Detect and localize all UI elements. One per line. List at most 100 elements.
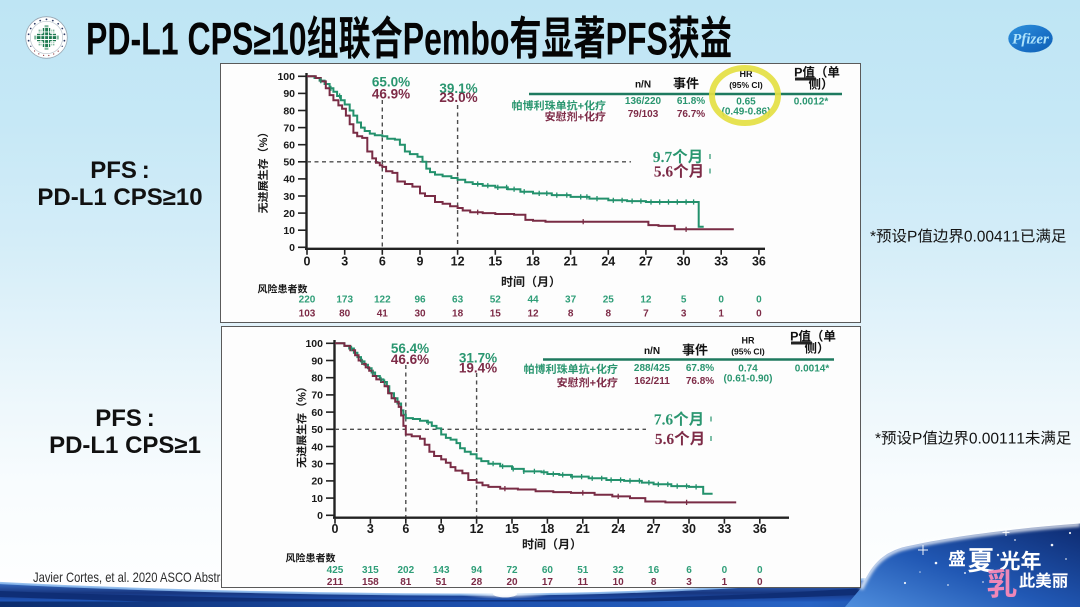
svg-text:61.8%: 61.8% xyxy=(677,96,705,107)
svg-text:50: 50 xyxy=(283,157,295,169)
svg-text:n/N: n/N xyxy=(635,80,651,91)
svg-text:30: 30 xyxy=(682,522,696,536)
svg-text:0: 0 xyxy=(317,510,323,522)
svg-text:100: 100 xyxy=(305,338,323,350)
svg-text:136/220: 136/220 xyxy=(625,96,662,107)
svg-text:37: 37 xyxy=(565,295,577,306)
svg-text:122: 122 xyxy=(374,295,391,306)
svg-text:6: 6 xyxy=(686,565,692,576)
svg-text:60: 60 xyxy=(283,140,295,152)
svg-text:67.8%: 67.8% xyxy=(686,363,714,374)
svg-text:20: 20 xyxy=(311,476,323,488)
svg-text:9: 9 xyxy=(417,255,424,269)
svg-text:56.4%: 56.4% xyxy=(391,341,429,356)
svg-text:0: 0 xyxy=(289,242,295,254)
svg-text:0: 0 xyxy=(757,577,763,588)
svg-text:315: 315 xyxy=(362,565,379,576)
svg-text:143: 143 xyxy=(433,565,450,576)
svg-text:12: 12 xyxy=(451,255,465,269)
svg-text:50: 50 xyxy=(311,424,323,436)
svg-text:12: 12 xyxy=(640,295,652,306)
svg-text:(95% CI): (95% CI) xyxy=(731,347,765,357)
svg-text:46.9%: 46.9% xyxy=(372,87,410,102)
svg-text:5: 5 xyxy=(681,295,687,306)
svg-text:31.7%: 31.7% xyxy=(459,351,497,366)
svg-text:46.6%: 46.6% xyxy=(391,352,429,367)
svg-text:24: 24 xyxy=(611,522,625,536)
svg-text:33: 33 xyxy=(717,522,731,536)
svg-text:20: 20 xyxy=(506,577,518,588)
svg-text:60: 60 xyxy=(542,565,554,576)
svg-text:60: 60 xyxy=(311,407,323,419)
svg-text:80: 80 xyxy=(339,309,351,320)
svg-text:19.4%: 19.4% xyxy=(459,361,497,376)
svg-text:3: 3 xyxy=(681,309,687,320)
svg-text:1: 1 xyxy=(718,309,724,320)
svg-text:(95% CI): (95% CI) xyxy=(729,80,763,90)
svg-text:288/425: 288/425 xyxy=(634,363,671,374)
svg-text:27: 27 xyxy=(647,522,661,536)
svg-text:3: 3 xyxy=(686,577,692,588)
svg-text:36: 36 xyxy=(753,522,767,536)
svg-text:0: 0 xyxy=(756,309,762,320)
svg-text:8: 8 xyxy=(606,309,612,320)
svg-text:40: 40 xyxy=(311,441,323,453)
svg-text:0: 0 xyxy=(757,565,763,576)
svg-text:10: 10 xyxy=(311,493,323,505)
svg-text:6: 6 xyxy=(379,255,386,269)
svg-text:21: 21 xyxy=(576,522,590,536)
svg-text:30: 30 xyxy=(311,459,323,471)
svg-text:100: 100 xyxy=(277,71,295,83)
svg-text:0.0012*: 0.0012* xyxy=(794,97,829,108)
svg-text:12: 12 xyxy=(470,522,484,536)
svg-text:10: 10 xyxy=(613,577,625,588)
svg-text:24: 24 xyxy=(601,255,615,269)
svg-text:76.7%: 76.7% xyxy=(677,109,705,120)
svg-text:0: 0 xyxy=(722,565,728,576)
svg-text:(0.49-0.86): (0.49-0.86) xyxy=(722,107,771,118)
svg-text:103: 103 xyxy=(299,309,316,320)
svg-text:16: 16 xyxy=(648,565,660,576)
svg-text:HR: HR xyxy=(740,69,753,79)
svg-text:30: 30 xyxy=(283,191,295,203)
svg-text:18: 18 xyxy=(526,255,540,269)
svg-text:51: 51 xyxy=(577,565,589,576)
svg-text:3: 3 xyxy=(367,522,374,536)
svg-text:39.1%: 39.1% xyxy=(439,81,477,96)
svg-text:HR: HR xyxy=(742,336,755,346)
svg-text:12: 12 xyxy=(527,309,539,320)
svg-text:1: 1 xyxy=(722,577,728,588)
svg-text:11: 11 xyxy=(578,577,589,588)
svg-text:0: 0 xyxy=(332,522,339,536)
svg-text:27: 27 xyxy=(639,255,653,269)
svg-text:3: 3 xyxy=(341,255,348,269)
svg-text:79/103: 79/103 xyxy=(628,109,659,120)
svg-text:0.65: 0.65 xyxy=(736,97,756,108)
svg-text:41: 41 xyxy=(377,309,389,320)
svg-text:Pfizer: Pfizer xyxy=(1012,32,1049,48)
svg-text:202: 202 xyxy=(397,565,414,576)
svg-text:81: 81 xyxy=(400,577,412,588)
svg-text:94: 94 xyxy=(471,565,483,576)
svg-text:76.8%: 76.8% xyxy=(686,376,714,387)
svg-text:n/N: n/N xyxy=(644,346,660,357)
svg-text:72: 72 xyxy=(506,565,518,576)
svg-text:40: 40 xyxy=(283,174,295,186)
svg-text:158: 158 xyxy=(362,577,379,588)
svg-text:96: 96 xyxy=(414,295,426,306)
svg-text:20: 20 xyxy=(283,208,295,220)
svg-text:17: 17 xyxy=(542,577,554,588)
svg-text:70: 70 xyxy=(311,390,323,402)
svg-text:0: 0 xyxy=(756,295,762,306)
svg-text:32: 32 xyxy=(613,565,625,576)
svg-text:28: 28 xyxy=(471,577,483,588)
svg-text:0: 0 xyxy=(304,255,311,269)
svg-text:15: 15 xyxy=(490,309,502,320)
svg-text:25: 25 xyxy=(603,295,615,306)
svg-text:18: 18 xyxy=(540,522,554,536)
svg-text:6: 6 xyxy=(402,522,409,536)
svg-text:0.74: 0.74 xyxy=(738,364,758,375)
svg-text:8: 8 xyxy=(651,577,657,588)
svg-text:220: 220 xyxy=(299,295,316,306)
svg-text:51: 51 xyxy=(436,577,448,588)
